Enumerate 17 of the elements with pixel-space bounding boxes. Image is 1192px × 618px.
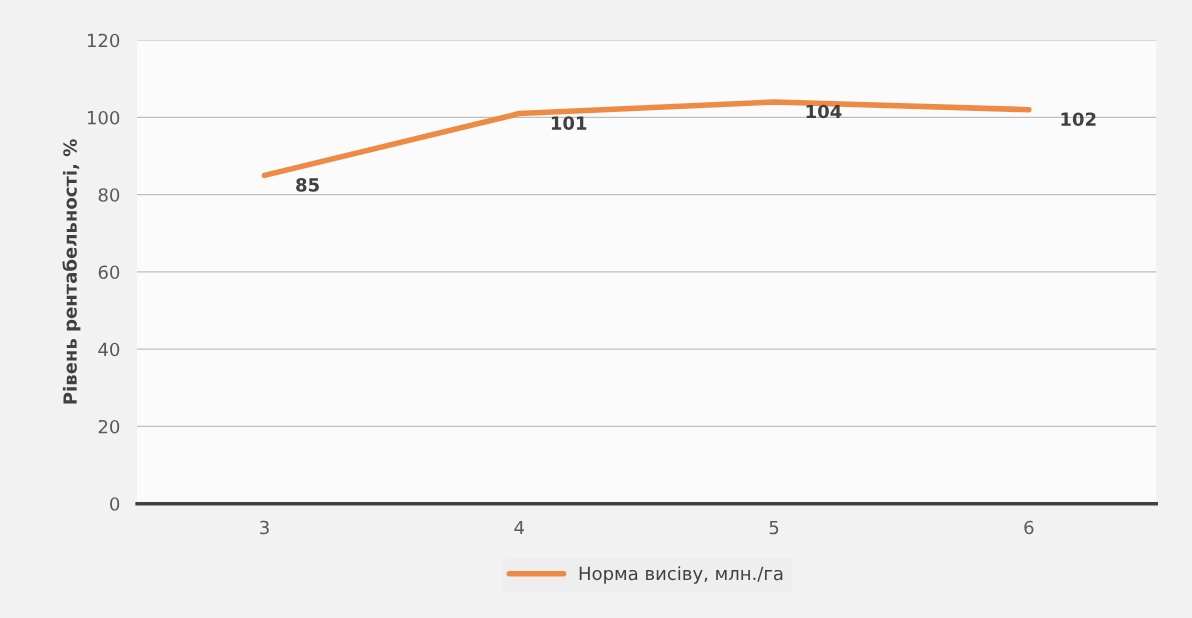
y-tick-label: 40 (98, 342, 120, 357)
data-label: 85 (296, 178, 319, 192)
legend-label: Норма висіву, млн./га (579, 566, 783, 584)
y-axis-title: Рівень рентабельності, % (62, 139, 81, 404)
y-tick-label: 60 (98, 265, 120, 280)
y-tick-label: 0 (110, 497, 120, 511)
y-tick-label: 100 (87, 110, 120, 125)
data-label: 104 (806, 104, 842, 119)
data-label: 102 (1061, 112, 1096, 127)
x-tick-label: 5 (769, 520, 779, 535)
y-tick-label: 20 (98, 419, 120, 434)
x-tick-label: 6 (1024, 520, 1034, 535)
y-tick-label: 120 (87, 33, 120, 48)
x-tick-label: 3 (260, 520, 269, 535)
x-tick-label: 4 (514, 520, 524, 535)
y-tick-label: 80 (98, 188, 120, 202)
data-label: 101 (551, 116, 587, 130)
